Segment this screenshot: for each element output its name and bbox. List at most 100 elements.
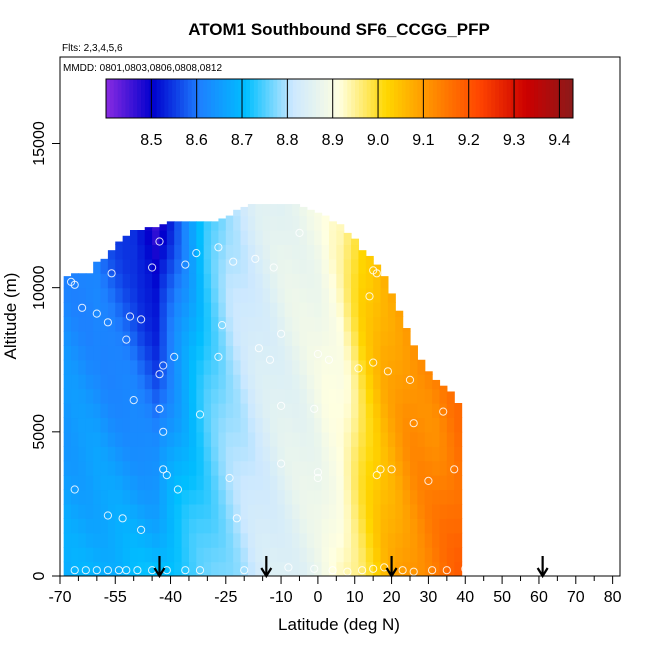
heatmap-cell: [336, 475, 345, 491]
heatmap-cell: [218, 258, 227, 274]
heatmap-cell: [446, 403, 455, 419]
heatmap-cell: [137, 388, 146, 404]
heatmap-cell: [122, 330, 131, 346]
heatmap-cell: [328, 287, 337, 303]
colorbar-cell: [327, 79, 333, 118]
heatmap-cell: [373, 518, 382, 534]
heatmap-cell: [144, 302, 153, 318]
heatmap-cell: [181, 244, 190, 260]
heatmap-cell: [306, 547, 315, 563]
heatmap-cell: [130, 230, 138, 246]
heatmap-cell: [85, 503, 94, 519]
sample-point: [428, 566, 437, 575]
heatmap-cell: [343, 287, 352, 303]
heatmap-cell: [196, 230, 205, 246]
heatmap-cell: [292, 431, 301, 447]
heatmap-cell: [270, 230, 278, 246]
colorbar-cell: [351, 79, 356, 118]
x-axis: -70 -55 -40 -25 -10 0 10 20 30 40 50 60 70 80: [48, 576, 622, 606]
sample-point: [435, 367, 444, 376]
colorbar-ticks: 8.5 8.6 8.7 8.8 8.9 9.0 9.1 9.2 9.3 9.4: [140, 79, 571, 149]
heatmap-cell: [417, 417, 426, 433]
heatmap-cell: [137, 258, 146, 274]
heatmap-cell: [247, 330, 256, 346]
heatmap-cell: [284, 403, 293, 419]
heatmap-cell: [196, 561, 205, 576]
heatmap-cell: [306, 489, 315, 505]
heatmap-cell: [432, 403, 441, 419]
heatmap-cell: [262, 547, 271, 563]
heatmap-cell: [247, 359, 256, 375]
heatmap-cell: [166, 417, 175, 433]
heatmap-cell: [122, 547, 131, 563]
colorbar-cell: [452, 79, 457, 118]
heatmap-cell: [343, 388, 352, 404]
heatmap-cell: [292, 547, 301, 563]
heatmap-cell: [336, 417, 345, 433]
sample-point: [439, 407, 448, 416]
colorbar-cell: [514, 79, 520, 118]
heatmap-cell: [402, 489, 411, 505]
heatmap-cell: [446, 431, 455, 447]
heatmap-cell: [417, 518, 426, 534]
colorbar-cell: [534, 79, 539, 118]
heatmap-cell: [240, 273, 249, 289]
colorbar-cell: [343, 79, 348, 118]
heatmap-cell: [115, 431, 124, 447]
colorbar-cell: [277, 79, 282, 118]
heatmap-cell: [277, 547, 286, 563]
heatmap-cell: [351, 316, 360, 332]
sample-point: [509, 303, 518, 312]
sample-point: [601, 537, 610, 546]
heatmap-cell: [137, 532, 146, 548]
heatmap-cell: [380, 388, 389, 404]
heatmap-cell: [107, 431, 116, 447]
colorbar-tick-label: 8.6: [186, 132, 208, 149]
heatmap-cell: [233, 359, 242, 375]
heatmap-cell: [314, 302, 323, 318]
colorbar-cell: [218, 79, 224, 118]
heatmap-cell: [314, 475, 323, 491]
heatmap-cell: [432, 388, 441, 404]
heatmap-cell: [277, 273, 286, 289]
heatmap-cell: [299, 230, 308, 246]
heatmap-cell: [247, 460, 256, 476]
heatmap-cell: [107, 388, 116, 404]
heatmap-cell: [277, 374, 286, 390]
heatmap-cell: [71, 532, 80, 548]
heatmap-cell: [424, 503, 433, 519]
heatmap-cell: [196, 244, 205, 260]
heatmap-cell: [107, 475, 116, 491]
heatmap-cell: [233, 503, 242, 519]
heatmap-cell: [152, 388, 161, 404]
heatmap-cell: [218, 446, 227, 462]
heatmap-cell: [240, 460, 249, 476]
heatmap-cell: [373, 503, 382, 519]
heatmap-cell: [446, 547, 455, 563]
heatmap-cell: [188, 518, 197, 534]
heatmap-cell: [203, 403, 212, 419]
heatmap-cell: [270, 403, 278, 419]
heatmap-cell: [240, 374, 249, 390]
heatmap-cell: [115, 330, 124, 346]
heatmap-cell: [373, 330, 382, 346]
sample-point: [597, 349, 606, 359]
heatmap-cell: [240, 244, 249, 260]
heatmap-cell: [85, 316, 94, 332]
colorbar-cell: [522, 79, 527, 118]
y-tick-label: 10000: [31, 265, 48, 310]
heatmap-cell: [380, 532, 389, 548]
heatmap-cell: [328, 374, 337, 390]
heatmap-cell: [63, 417, 72, 433]
heatmap-cell: [203, 258, 212, 274]
heatmap-cell: [373, 388, 382, 404]
colorbar-cell: [323, 79, 329, 118]
heatmap-cell: [314, 230, 323, 246]
heatmap-cell: [351, 446, 360, 462]
heatmap-cell: [181, 316, 190, 332]
heatmap-cell: [107, 417, 116, 433]
heatmap-cell: [387, 547, 396, 563]
heatmap-cell: [424, 417, 433, 433]
heatmap-cell: [137, 359, 146, 375]
heatmap-cell: [71, 359, 80, 375]
